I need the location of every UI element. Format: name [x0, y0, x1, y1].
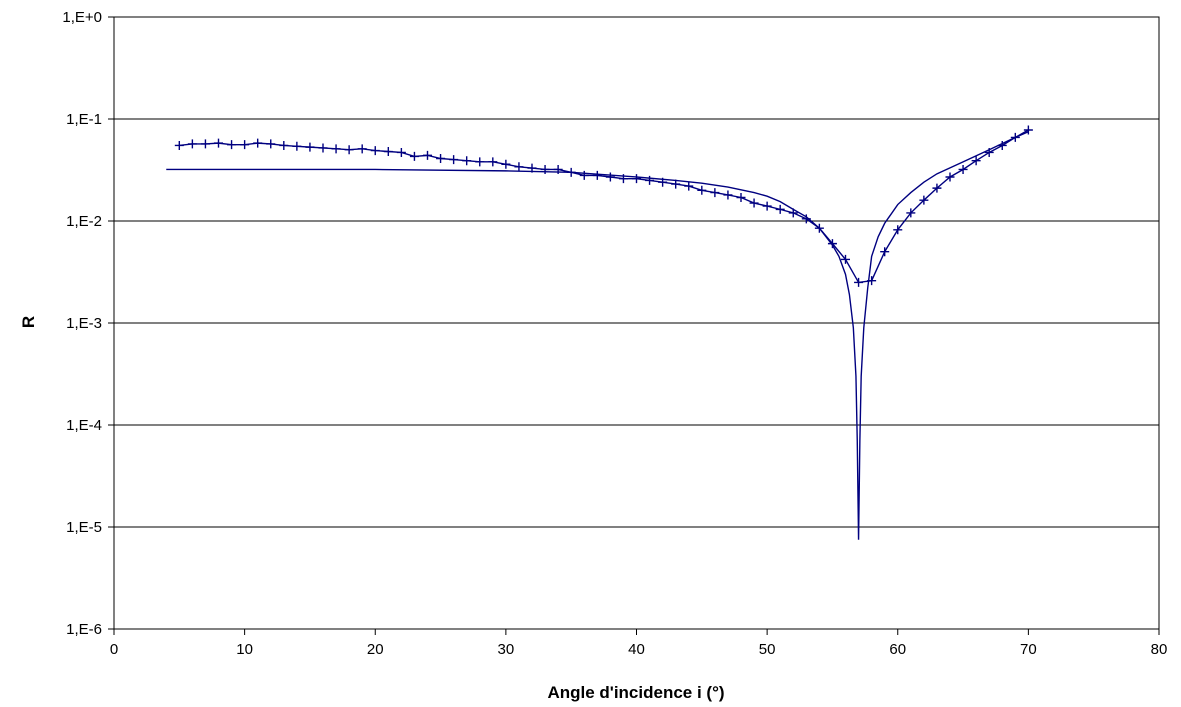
- data-point-marker: [227, 140, 237, 150]
- data-point-marker: [958, 164, 968, 174]
- series-1-line: [179, 129, 1029, 284]
- data-point-marker: [292, 141, 302, 151]
- y-tick-label: 1,E-5: [66, 519, 102, 536]
- data-point-marker: [488, 157, 498, 167]
- x-tick-label: 80: [1151, 641, 1168, 658]
- series-1-markers: [174, 125, 1033, 287]
- data-point-marker: [514, 162, 524, 172]
- x-tick-label: 70: [1020, 641, 1037, 658]
- x-tick-label: 10: [236, 641, 253, 658]
- y-tick-label: 1,E-1: [66, 111, 102, 128]
- data-point-marker: [409, 151, 419, 161]
- y-tick-label: 1,E-3: [66, 315, 102, 332]
- data-point-marker: [240, 140, 250, 150]
- tick-labels: 1,E+0 1,E-1 1,E-2 1,E-3 1,E-4 1,E-5 1,E-6 0 10 20…: [62, 9, 1167, 658]
- y-tick-label: 1,E-6: [66, 621, 102, 638]
- data-point-marker: [723, 190, 733, 200]
- series-2-line: [166, 131, 1029, 540]
- data-point-marker: [749, 198, 759, 208]
- x-tick-label: 40: [628, 641, 645, 658]
- data-point-marker: [436, 153, 446, 163]
- data-point-marker: [684, 181, 694, 191]
- data-point-marker: [200, 139, 210, 149]
- y-tick-label: 1,E-4: [66, 417, 102, 434]
- data-point-marker: [357, 144, 367, 154]
- data-point-marker: [449, 155, 459, 165]
- data-point-marker: [383, 147, 393, 157]
- data-point-marker: [540, 164, 550, 174]
- data-point-marker: [592, 170, 602, 180]
- axes: [108, 16, 1160, 635]
- data-point-marker: [174, 140, 184, 150]
- data-point-marker: [214, 138, 223, 148]
- y-axis-title: R: [19, 316, 38, 328]
- data-point-marker: [762, 201, 772, 211]
- data-point-marker: [1023, 125, 1033, 135]
- data-point-marker: [854, 277, 864, 287]
- data-point-marker: [501, 159, 511, 169]
- data-point-marker: [253, 138, 263, 148]
- series-layer: [166, 125, 1033, 540]
- data-point-marker: [266, 139, 276, 149]
- data-point-marker: [932, 183, 942, 193]
- data-point-marker: [906, 208, 916, 218]
- x-tick-label: 20: [367, 641, 384, 658]
- x-tick-label: 50: [759, 641, 776, 658]
- data-point-marker: [841, 254, 850, 264]
- x-tick-label: 0: [110, 641, 118, 658]
- data-point-marker: [775, 204, 785, 214]
- data-point-marker: [697, 185, 707, 195]
- data-point-marker: [318, 143, 328, 153]
- data-point-marker: [945, 172, 955, 182]
- data-point-marker: [710, 188, 720, 198]
- gridlines: [114, 16, 1159, 630]
- data-point-marker: [893, 225, 903, 235]
- data-point-marker: [971, 156, 981, 166]
- data-point-marker: [462, 156, 472, 166]
- y-tick-label: 1,E-2: [66, 213, 102, 230]
- x-axis-title: Angle d'incidence i (°): [547, 683, 724, 702]
- data-point-marker: [344, 145, 354, 155]
- x-tick-label: 30: [498, 641, 515, 658]
- data-point-marker: [632, 174, 641, 184]
- data-point-marker: [187, 139, 197, 149]
- data-point-marker: [423, 150, 432, 160]
- data-point-marker: [827, 239, 837, 249]
- data-point-marker: [579, 170, 589, 180]
- data-point-marker: [305, 142, 315, 152]
- data-point-marker: [736, 192, 746, 202]
- data-point-marker: [880, 247, 890, 257]
- data-point-marker: [475, 157, 485, 167]
- data-point-marker: [919, 195, 929, 205]
- data-point-marker: [645, 175, 655, 185]
- data-point-marker: [370, 146, 380, 156]
- data-point-marker: [396, 147, 406, 157]
- data-point-marker: [331, 144, 341, 154]
- data-point-marker: [605, 172, 615, 182]
- y-tick-label: 1,E+0: [62, 9, 102, 26]
- data-point-marker: [279, 140, 289, 150]
- x-tick-label: 60: [889, 641, 906, 658]
